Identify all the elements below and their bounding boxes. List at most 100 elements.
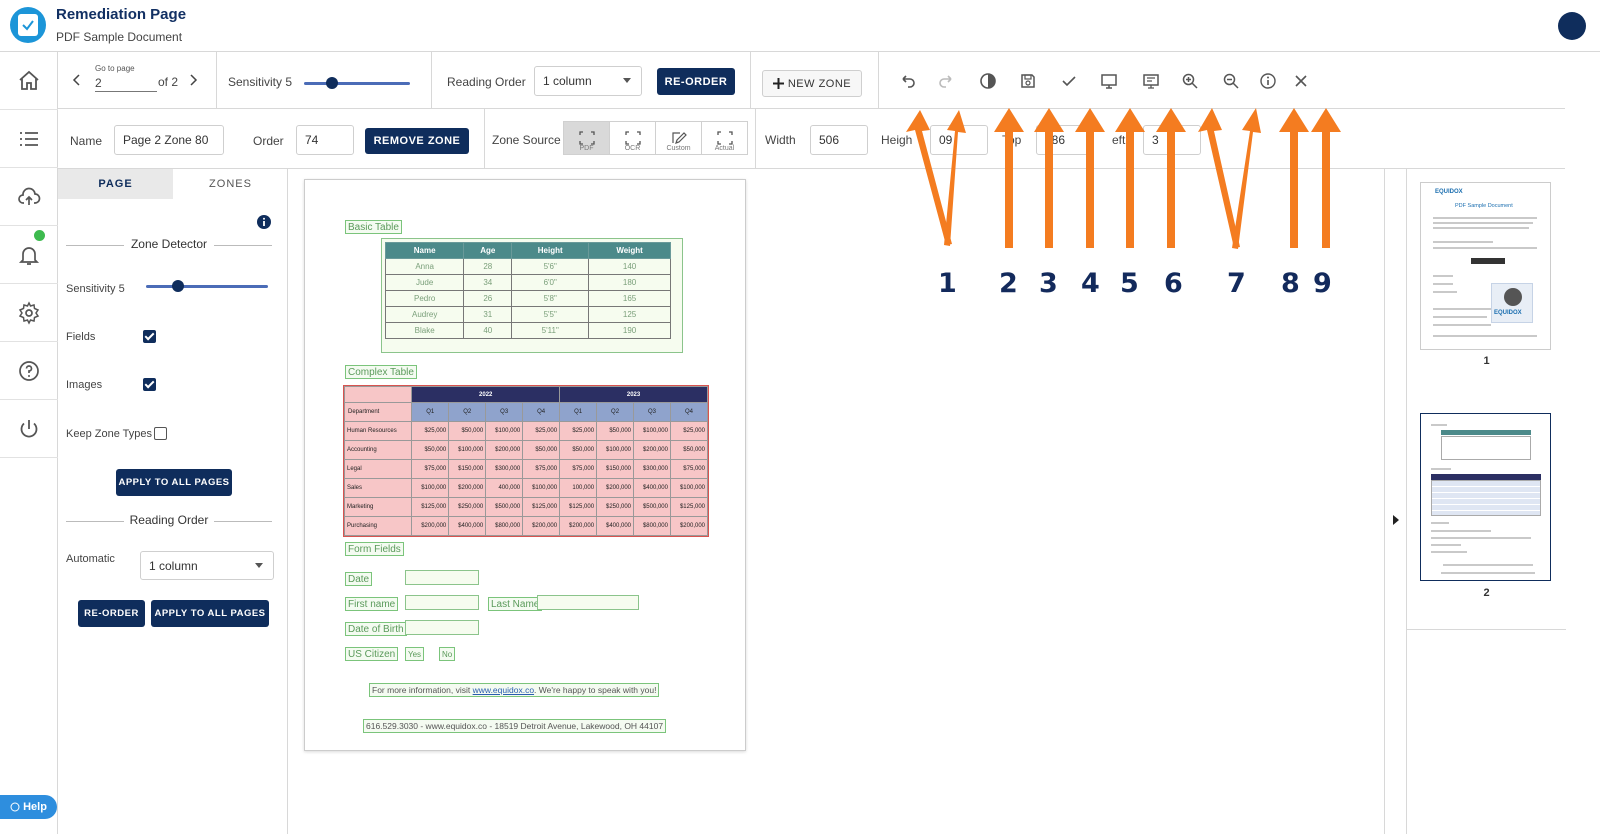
prev-page-icon[interactable]: [72, 74, 82, 86]
panel-reorder-button[interactable]: RE-ORDER: [78, 600, 145, 627]
tab-zones[interactable]: ZONES: [209, 178, 252, 190]
redo-button[interactable]: [934, 68, 960, 94]
document-canvas[interactable]: Basic Table Name Age Height Weight Anna 28 5'6…: [288, 169, 1384, 834]
left-value: 3: [1152, 133, 1159, 147]
top-label: Top: [1002, 133, 1022, 147]
top-input[interactable]: 286: [1036, 125, 1094, 155]
fields-checkbox[interactable]: [143, 330, 156, 343]
nav-list[interactable]: [0, 110, 58, 168]
chevron-down-icon: [255, 563, 263, 568]
list-icon: [20, 131, 38, 146]
form-first-name-field[interactable]: [405, 595, 479, 610]
zone-source-pdf[interactable]: PDF: [563, 121, 610, 155]
basic-table-cell: 26: [463, 290, 513, 307]
zone-source-ocr[interactable]: OCR: [609, 121, 656, 155]
zone-source-actual[interactable]: Actual: [701, 121, 748, 155]
complex-table-cell: $125,000: [669, 497, 709, 517]
new-zone-button[interactable]: NEW ZONE: [762, 70, 862, 97]
panel-sensitivity-track[interactable]: [146, 285, 268, 288]
nav-logout[interactable]: [0, 400, 58, 458]
nav-settings[interactable]: [0, 284, 58, 342]
go-to-page-label: Go to page: [95, 64, 135, 73]
contrast-button[interactable]: [975, 68, 1001, 94]
zone-name-label: Name: [70, 134, 103, 148]
save-button[interactable]: [1015, 68, 1041, 94]
thumbnail-page-1[interactable]: EQUIDOX PDF Sample Document EQUIDOX: [1420, 182, 1551, 350]
form-dob-label[interactable]: Date of Birth: [345, 622, 407, 636]
zoom-out-button[interactable]: [1218, 68, 1244, 94]
height-value: 09: [939, 133, 953, 147]
zone-complex-table-heading[interactable]: Complex Table: [345, 365, 417, 379]
basic-table-cell: 6'0": [511, 274, 590, 291]
check-button[interactable]: [1056, 68, 1082, 94]
thumbnail-page-2[interactable]: [1420, 413, 1551, 581]
remove-zone-button[interactable]: REMOVE ZONE: [365, 128, 469, 154]
complex-table-cell: $200,000: [633, 440, 671, 460]
sensitivity-slider-track[interactable]: [304, 82, 410, 85]
column-select[interactable]: 1 column: [140, 551, 274, 580]
basic-table-cell: 34: [463, 274, 513, 291]
undo-button[interactable]: [894, 68, 920, 94]
form-date-field[interactable]: [405, 570, 479, 585]
form-dob-field[interactable]: [405, 620, 479, 635]
zone-basic-table[interactable]: Name Age Height Weight Anna 28 5'6" 140 Jude 34 6'…: [381, 238, 683, 353]
nav-notifications[interactable]: [0, 226, 58, 284]
complex-table-cell: 400,000: [485, 478, 524, 498]
zoom-in-button[interactable]: [1177, 68, 1203, 94]
form-last-name-field[interactable]: [537, 595, 639, 610]
close-button[interactable]: [1288, 68, 1314, 94]
form-no-option[interactable]: No: [439, 647, 456, 661]
presentation-button[interactable]: [1138, 68, 1164, 94]
nav-help[interactable]: [0, 342, 58, 400]
tab-page[interactable]: PAGE: [58, 169, 173, 199]
images-checkbox[interactable]: [143, 378, 156, 391]
zone-footer-info[interactable]: For more information, visit www.equidox.…: [369, 683, 660, 697]
keep-zone-types-checkbox[interactable]: [154, 427, 167, 440]
power-icon: [20, 419, 38, 437]
info-button[interactable]: [1255, 68, 1281, 94]
footer-info-link[interactable]: www.equidox.co: [472, 685, 535, 695]
reading-order-value: 1 column: [543, 74, 592, 88]
height-input[interactable]: 09: [930, 125, 988, 155]
info-icon: [1260, 73, 1276, 89]
reorder-button[interactable]: RE-ORDER: [657, 68, 735, 95]
next-page-icon[interactable]: [188, 74, 198, 86]
help-button[interactable]: Help: [0, 795, 57, 819]
form-last-name-label[interactable]: Last Name: [488, 597, 543, 611]
zone-footer-contact[interactable]: 616.529.3030 - www.equidox.co - 18519 De…: [363, 719, 667, 733]
form-date-label[interactable]: Date: [345, 572, 373, 586]
basic-table-cell: 180: [588, 274, 671, 291]
preview-button[interactable]: [1096, 68, 1122, 94]
left-input[interactable]: 3: [1143, 125, 1201, 155]
panel-sensitivity-handle[interactable]: [172, 280, 184, 292]
complex-table-cell: $800,000: [633, 516, 671, 536]
zone-form-fields-heading[interactable]: Form Fields: [345, 542, 404, 556]
nav-home[interactable]: [0, 52, 58, 110]
expand-right-icon[interactable]: [1392, 515, 1400, 525]
basic-table: Name Age Height Weight Anna 28 5'6" 140 Jude 34 6'…: [384, 242, 671, 339]
form-us-citizen-label[interactable]: US Citizen: [345, 647, 399, 661]
complex-table-cell: $75,000: [669, 459, 709, 479]
complex-table-cell: $50,000: [411, 440, 450, 460]
zone-order-input[interactable]: 74: [296, 125, 354, 155]
page-number-input[interactable]: 2: [95, 76, 102, 90]
zone-name-input[interactable]: Page 2 Zone 80: [114, 125, 224, 155]
footer-info-suffix: . We're happy to speak with you!: [534, 685, 657, 695]
sensitivity-slider-handle[interactable]: [326, 77, 338, 89]
form-yes-option[interactable]: Yes: [405, 647, 425, 661]
complex-table-header-cell: Q1: [411, 402, 450, 422]
width-input[interactable]: 506: [810, 125, 868, 155]
zone-source-custom[interactable]: Custom: [655, 121, 702, 155]
zone-basic-table-heading[interactable]: Basic Table: [345, 220, 402, 234]
zone-order-label: Order: [253, 134, 284, 148]
form-first-name-label[interactable]: First name: [345, 597, 399, 611]
apply-all-pages-button[interactable]: APPLY TO ALL PAGES: [116, 469, 232, 496]
info-filled-icon[interactable]: [257, 215, 271, 229]
toolbar-zone-properties: Name Page 2 Zone 80 Order 74 REMOVE ZONE…: [58, 109, 1565, 169]
nav-upload[interactable]: [0, 168, 58, 226]
zone-complex-table[interactable]: 2022 2023 Department Q1 Q2 Q3 Q4 Q1 Q2 Q3 Q4 Human …: [343, 385, 709, 537]
presentation-icon: [1143, 74, 1159, 89]
avatar[interactable]: [1558, 12, 1586, 40]
reading-order-select[interactable]: 1 column: [534, 66, 642, 96]
panel-apply-all-pages-button[interactable]: APPLY TO ALL PAGES: [151, 600, 269, 627]
